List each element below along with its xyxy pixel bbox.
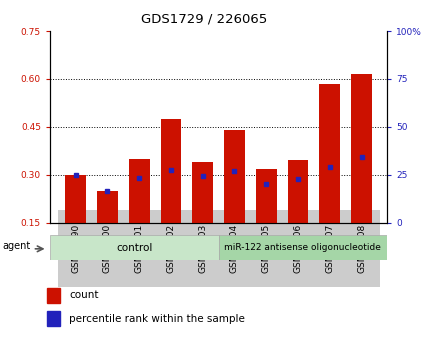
- Text: miR-122 antisense oligonucleotide: miR-122 antisense oligonucleotide: [224, 243, 381, 252]
- Bar: [97, 191, 118, 223]
- Text: control: control: [116, 243, 152, 253]
- Bar: [46, 288, 60, 303]
- Text: agent: agent: [3, 241, 31, 251]
- Text: count: count: [69, 290, 99, 300]
- Bar: [192, 162, 213, 223]
- Bar: [224, 130, 244, 223]
- Bar: [319, 84, 339, 223]
- Bar: [160, 119, 181, 223]
- Bar: [65, 175, 86, 223]
- Bar: [350, 74, 371, 223]
- Text: GDS1729 / 226065: GDS1729 / 226065: [141, 12, 267, 25]
- Bar: [128, 159, 149, 223]
- Bar: [287, 160, 308, 223]
- Bar: [218, 235, 386, 260]
- Bar: [46, 311, 60, 326]
- Text: percentile rank within the sample: percentile rank within the sample: [69, 314, 244, 324]
- Bar: [255, 169, 276, 223]
- Bar: [50, 235, 218, 260]
